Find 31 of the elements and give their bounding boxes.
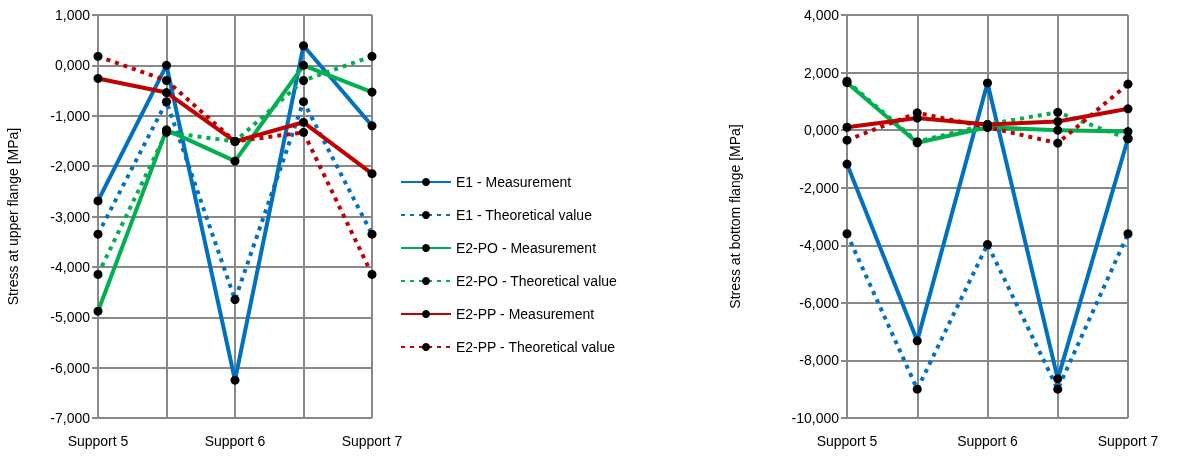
y-tick-label: 1,000 <box>54 7 91 23</box>
y-tick-label: 0,000 <box>54 57 91 74</box>
y-tick-label: -2,000 <box>799 179 840 196</box>
y-tick-label: -3,000 <box>50 208 91 225</box>
y-axis-title: Stress at upper flange [MPa] <box>5 127 21 306</box>
legend-label: E1 - Theoretical value <box>456 207 593 223</box>
y-tick-label: -10,000 <box>791 410 840 426</box>
y-tick-label: 4,000 <box>803 7 840 23</box>
y-tick-label: 2,000 <box>803 64 840 81</box>
legend-label: E1 - Measurement <box>456 174 572 190</box>
y-tick-label: -6,000 <box>50 359 91 376</box>
y-tick-label: 0,000 <box>803 122 840 139</box>
y-tick-label: -2,000 <box>50 158 91 175</box>
x-tick-label: Support 7 <box>1097 433 1159 449</box>
y-tick-label: -1,000 <box>50 107 91 124</box>
y-axis-title: Stress at bottom flange [MPa] <box>727 124 743 309</box>
y-tick-label: -4,000 <box>50 258 91 275</box>
y-tick-label: -8,000 <box>799 352 840 369</box>
legend-label: E2-PP - Theoretical value <box>456 339 616 355</box>
legend-label: E2-PP - Measurement <box>456 306 595 322</box>
y-tick-label: -4,000 <box>799 237 840 254</box>
legend-label: E2-PO - Measurement <box>456 240 597 256</box>
legend-label: E2-PO - Theoretical value <box>456 273 618 289</box>
x-tick-label: Support 7 <box>341 433 403 449</box>
y-tick-label: -7,000 <box>50 410 91 426</box>
x-tick-label: Support 6 <box>204 433 266 449</box>
y-tick-label: -5,000 <box>50 309 91 326</box>
x-tick-label: Support 6 <box>957 433 1019 449</box>
y-tick-label: -6,000 <box>799 294 840 311</box>
x-tick-label: Support 5 <box>67 433 129 449</box>
x-tick-label: Support 5 <box>816 433 878 449</box>
